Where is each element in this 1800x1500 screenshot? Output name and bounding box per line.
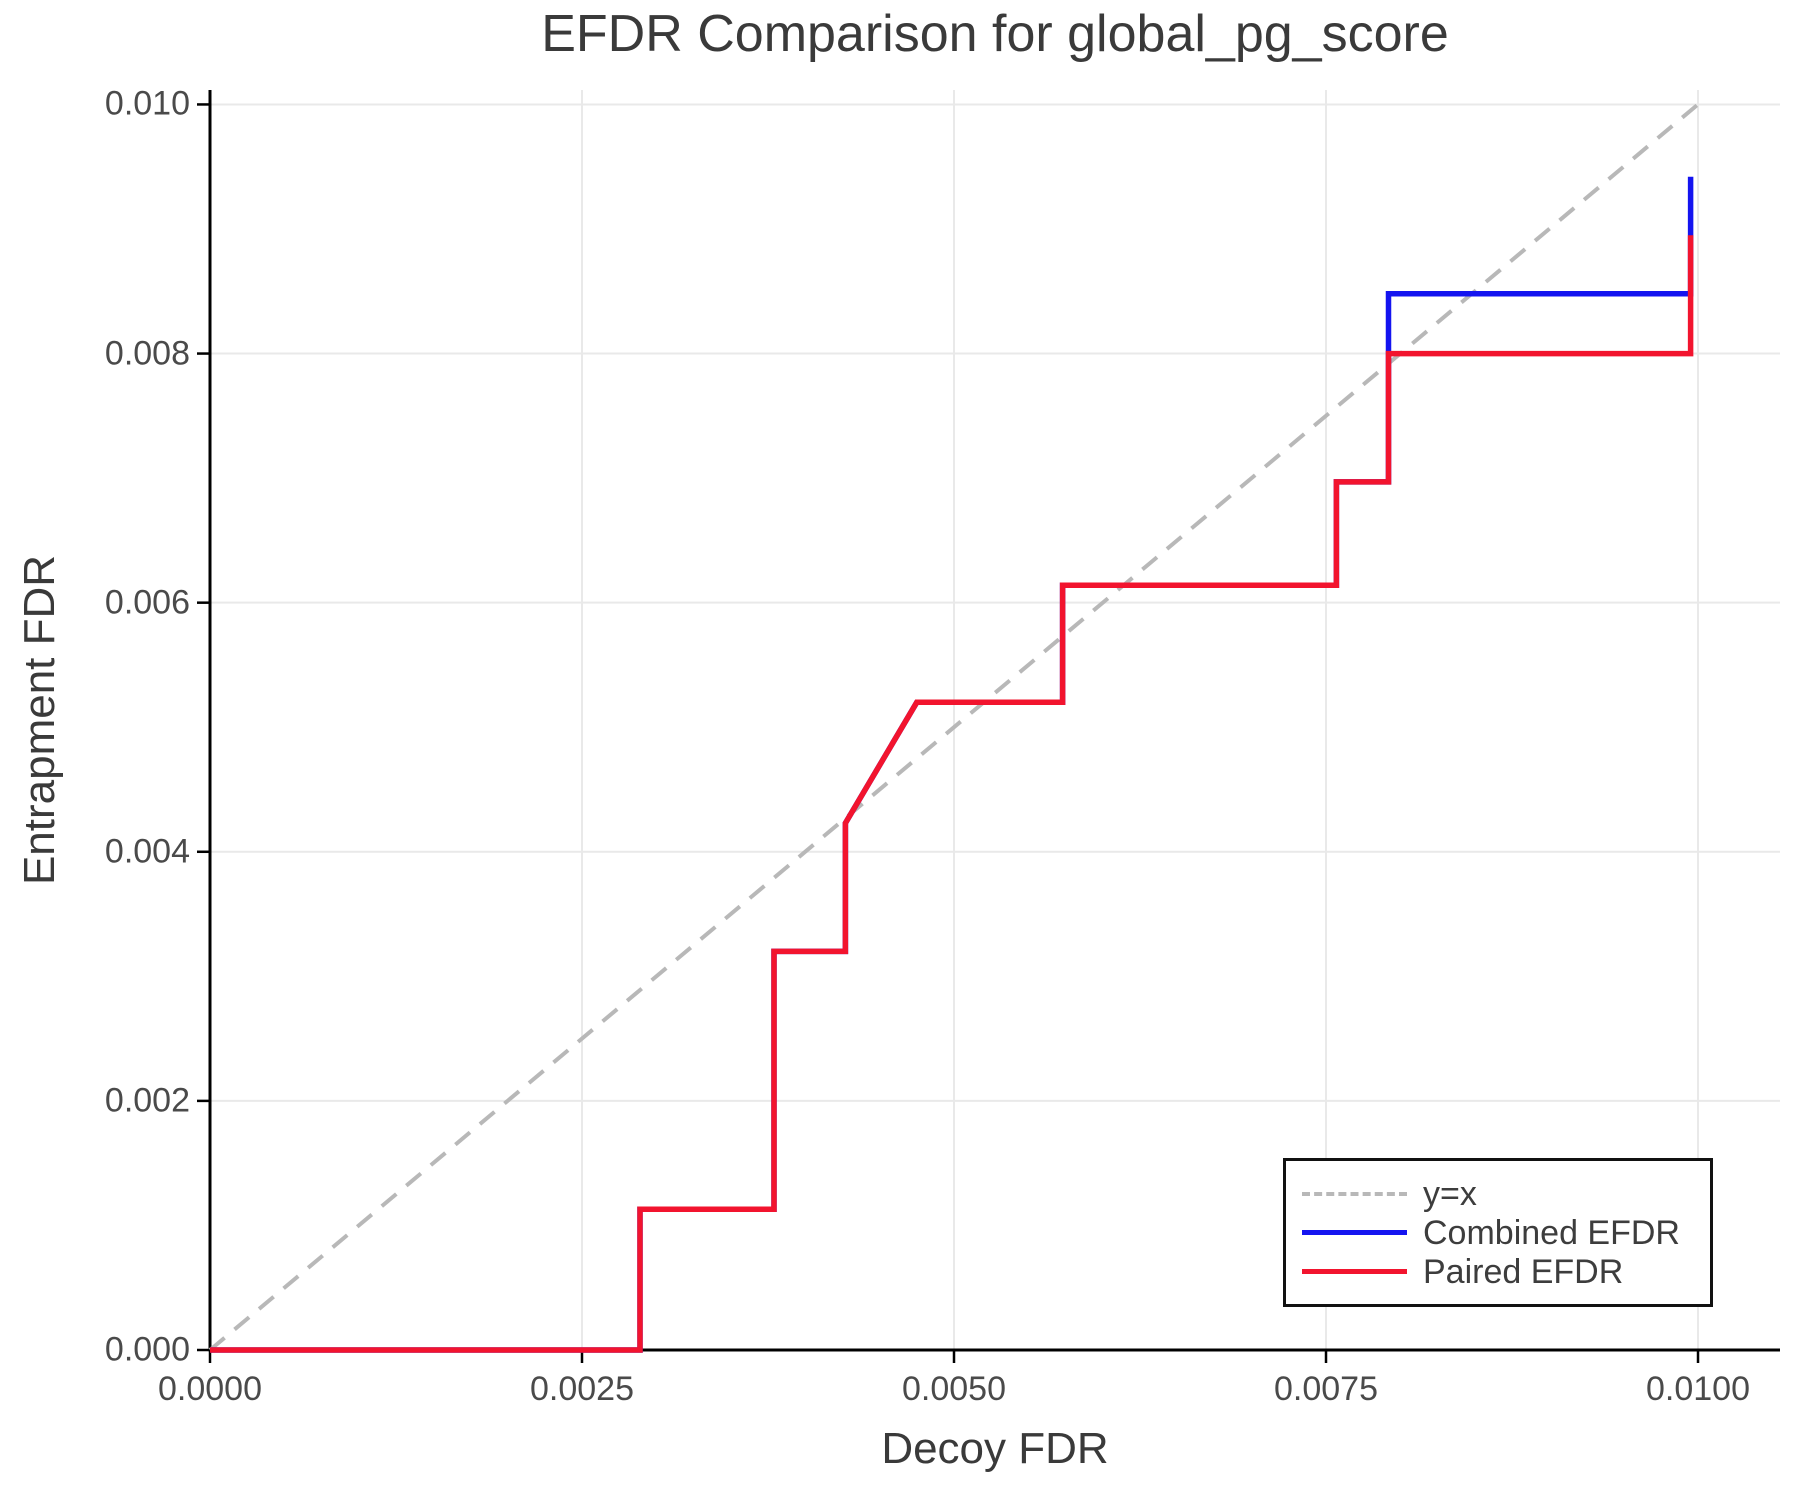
x-tick-label: 0.0075 <box>1274 1370 1378 1408</box>
x-tick-label: 0.0100 <box>1646 1370 1750 1408</box>
legend-item-label: y=x <box>1423 1174 1477 1213</box>
legend: y=x Combined EFDR Paired EFDR <box>1283 1158 1713 1307</box>
legend-item: y=x <box>1302 1175 1710 1212</box>
legend-line-swatch <box>1302 1230 1407 1235</box>
x-tick-label: 0.0025 <box>530 1370 634 1408</box>
chart-title: EFDR Comparison for global_pg_score <box>541 5 1449 63</box>
y-tick-label: 0.000 <box>104 1330 190 1369</box>
legend-line-swatch <box>1302 1269 1407 1274</box>
legend-item-label: Paired EFDR <box>1423 1252 1624 1291</box>
y-tick-label: 0.006 <box>104 583 190 622</box>
series-y-x <box>208 102 1700 1352</box>
y-tick-label: 0.004 <box>104 832 190 871</box>
y-tick-label: 0.008 <box>104 334 190 373</box>
x-axis-label: Decoy FDR <box>881 1424 1109 1473</box>
x-tick-label: 0.0050 <box>902 1370 1006 1408</box>
legend-item-label: Combined EFDR <box>1423 1213 1680 1252</box>
legend-item: Combined EFDR <box>1302 1214 1710 1251</box>
legend-dashed-line-swatch <box>1302 1191 1407 1196</box>
y-tick-label: 0.010 <box>104 84 190 123</box>
x-tick-label: 0.0000 <box>158 1370 262 1408</box>
legend-item: Paired EFDR <box>1302 1253 1710 1290</box>
y-tick-label: 0.002 <box>104 1081 190 1120</box>
series-paired-efdr <box>210 235 1694 1353</box>
